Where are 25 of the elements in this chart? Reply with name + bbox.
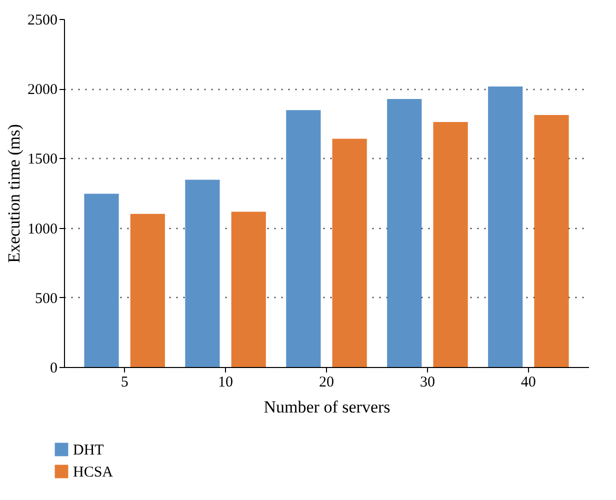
y-tick-label: 0	[50, 360, 58, 376]
x-tick-label: 30	[420, 374, 435, 390]
bar	[332, 138, 367, 367]
x-tick-label: 20	[319, 374, 334, 390]
legend-label: HCSA	[73, 464, 114, 480]
bar	[286, 110, 321, 367]
x-tick-label: 10	[218, 374, 234, 390]
x-tick-label: 40	[520, 374, 536, 390]
legend-label: DHT	[73, 442, 104, 458]
y-tick-label: 1000	[28, 221, 58, 238]
y-tick-label: 2000	[28, 82, 58, 98]
bar	[185, 180, 220, 367]
x-tick-label: 5	[120, 374, 128, 390]
bar	[231, 212, 266, 367]
x-axis-title: Number of servers	[264, 398, 390, 416]
y-tick-label: 500	[35, 290, 58, 307]
bar	[387, 99, 422, 367]
y-tick-label: 2500	[28, 12, 58, 28]
bar	[84, 194, 119, 367]
bar	[130, 214, 165, 367]
bar	[534, 115, 569, 367]
y-axis-title: Execution time (ms)	[4, 124, 24, 263]
bar	[488, 86, 523, 367]
bar	[433, 122, 468, 367]
y-tick-label: 1500	[28, 152, 58, 168]
